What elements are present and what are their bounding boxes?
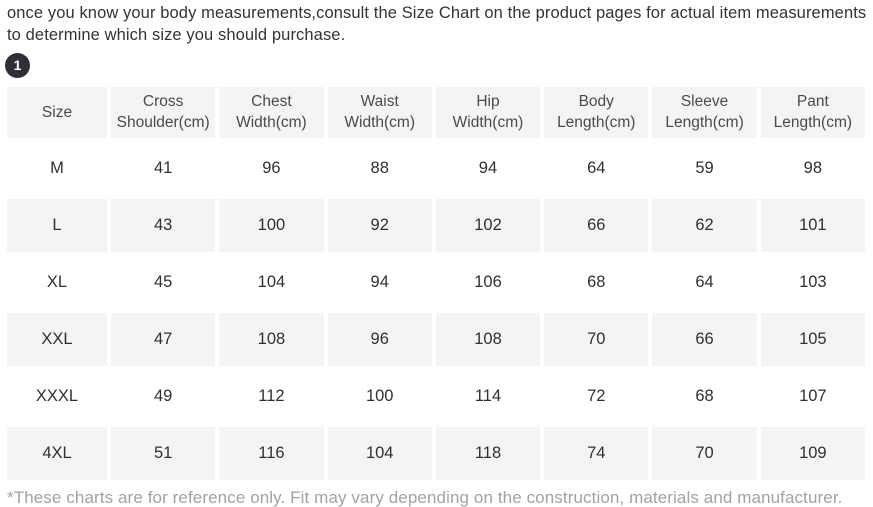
measurement-cell: 66 [652, 312, 757, 366]
column-header-sleeve-length-cm: Sleeve Length(cm) [652, 86, 757, 138]
measurement-cell: 47 [111, 312, 216, 366]
measurement-cell: 94 [327, 255, 432, 309]
size-cell: XL [7, 255, 107, 309]
measurement-cell: 118 [435, 426, 541, 480]
column-header-hip-width-cm: Hip Width(cm) [435, 86, 541, 138]
table-row-xxl: XXL 47 108 96 108 70 66 105 [7, 312, 865, 366]
size-cell: 4XL [7, 426, 107, 480]
measurement-cell: 101 [760, 198, 865, 252]
size-cell: XXL [7, 312, 107, 366]
size-chart-table: Size Cross Shoulder(cm) Chest Width(cm) Wai… [3, 83, 869, 484]
measurement-cell: 106 [435, 255, 541, 309]
measurement-cell: 98 [760, 141, 865, 195]
measurement-cell: 92 [327, 198, 432, 252]
measurement-cell: 116 [219, 426, 324, 480]
measurement-cell: 100 [219, 198, 324, 252]
table-row-xxxl: XXXL 49 112 100 114 72 68 107 [7, 369, 865, 423]
column-header-size: Size [7, 86, 107, 138]
step-number-badge: 1 [5, 52, 30, 78]
measurement-cell: 103 [760, 255, 865, 309]
measurement-cell: 43 [111, 198, 216, 252]
measurement-cell: 96 [219, 141, 324, 195]
table-row-l: L 43 100 92 102 66 62 101 [7, 198, 865, 252]
measurement-cell: 64 [544, 141, 649, 195]
measurement-cell: 94 [435, 141, 541, 195]
measurement-cell: 88 [327, 141, 432, 195]
measurement-cell: 64 [652, 255, 757, 309]
measurement-cell: 108 [219, 312, 324, 366]
measurement-cell: 45 [111, 255, 216, 309]
measurement-cell: 114 [435, 369, 541, 423]
column-header-cross-shoulder-cm: Cross Shoulder(cm) [111, 86, 216, 138]
measurement-cell: 51 [111, 426, 216, 480]
measurement-cell: 100 [327, 369, 432, 423]
measurement-cell: 72 [544, 369, 649, 423]
measurement-cell: 70 [544, 312, 649, 366]
column-header-chest-width-cm: Chest Width(cm) [219, 86, 324, 138]
column-header-pant-length-cm: Pant Length(cm) [760, 86, 865, 138]
measurement-cell: 105 [760, 312, 865, 366]
table-row-m: M 41 96 88 94 64 59 98 [7, 141, 865, 195]
measurement-cell: 102 [435, 198, 541, 252]
size-chart-disclaimer: *These charts are for reference only. Fi… [7, 487, 843, 507]
measurement-cell: 68 [652, 369, 757, 423]
measurement-cell: 70 [652, 426, 757, 480]
size-guide-intro-text: once you know your body measurements,con… [7, 4, 867, 44]
measurement-cell: 74 [544, 426, 649, 480]
measurement-cell: 107 [760, 369, 865, 423]
measurement-cell: 109 [760, 426, 865, 480]
measurement-cell: 112 [219, 369, 324, 423]
measurement-cell: 104 [219, 255, 324, 309]
table-row-xl: XL 45 104 94 106 68 64 103 [7, 255, 865, 309]
column-header-waist-width-cm: Waist Width(cm) [327, 86, 432, 138]
size-cell: XXXL [7, 369, 107, 423]
measurement-cell: 41 [111, 141, 216, 195]
column-header-body-length-cm: Body Length(cm) [544, 86, 649, 138]
size-cell: L [7, 198, 107, 252]
measurement-cell: 108 [435, 312, 541, 366]
measurement-cell: 66 [544, 198, 649, 252]
size-chart-header-row: Size Cross Shoulder(cm) Chest Width(cm) Wai… [7, 86, 865, 138]
measurement-cell: 68 [544, 255, 649, 309]
measurement-cell: 49 [111, 369, 216, 423]
measurement-cell: 59 [652, 141, 757, 195]
table-row-4xl: 4XL 51 116 104 118 74 70 109 [7, 426, 865, 480]
measurement-cell: 62 [652, 198, 757, 252]
size-cell: M [7, 141, 107, 195]
measurement-cell: 104 [327, 426, 432, 480]
measurement-cell: 96 [327, 312, 432, 366]
